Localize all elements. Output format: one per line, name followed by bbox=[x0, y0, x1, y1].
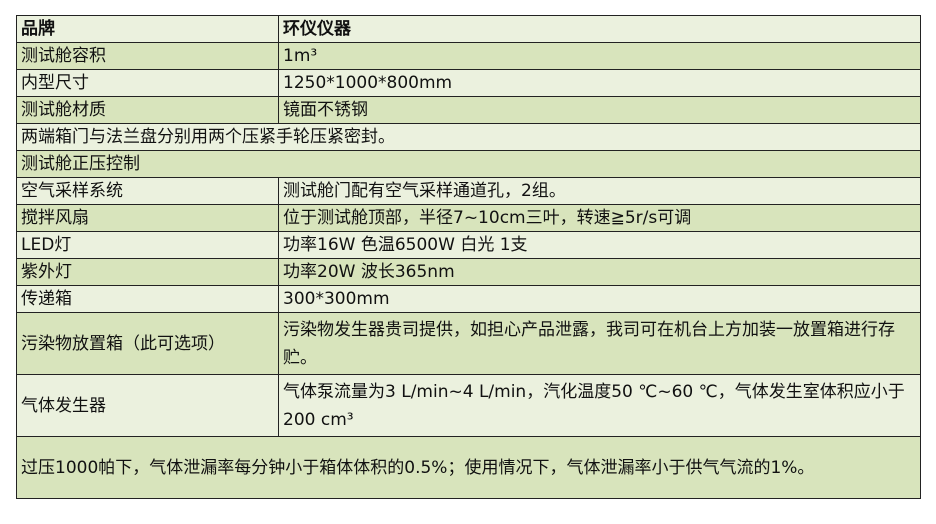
spec-value: 1m³ bbox=[278, 42, 921, 70]
spec-key: 内型尺寸 bbox=[16, 69, 279, 97]
spec-value: 气体泵流量为3 L/min~4 L/min，汽化温度50 ℃~60 ℃，气体发生… bbox=[278, 374, 921, 437]
spec-key: 污染物放置箱（此可选项） bbox=[16, 312, 279, 375]
spec-key: 紫外灯 bbox=[16, 258, 279, 286]
spec-value: 污染物发生器贵司提供，如担心产品泄露，我司可在机台上方加装一放置箱进行存贮。 bbox=[278, 312, 921, 375]
spec-table: 品牌 环仪仪器 测试舱容积 1m³ 内型尺寸 1250*1000*800mm 测试舱材… bbox=[16, 15, 921, 499]
spec-key: 传递箱 bbox=[16, 285, 279, 313]
spec-key: LED灯 bbox=[16, 231, 279, 259]
spec-value: 功率16W 色温6500W 白光 1支 bbox=[278, 231, 921, 259]
spec-value: 测试舱门配有空气采样通道孔，2组。 bbox=[278, 177, 921, 205]
spec-value: 300*300mm bbox=[278, 285, 921, 313]
table-row: 污染物放置箱（此可选项） 污染物发生器贵司提供，如担心产品泄露，我司可在机台上方加… bbox=[16, 312, 921, 375]
table-row: 测试舱正压控制 bbox=[16, 150, 921, 178]
table-row: 气体发生器 气体泵流量为3 L/min~4 L/min，汽化温度50 ℃~60 ℃… bbox=[16, 374, 921, 437]
table-row: 两端箱门与法兰盘分别用两个压紧手轮压紧密封。 bbox=[16, 123, 921, 151]
spec-value: 功率20W 波长365nm bbox=[278, 258, 921, 286]
spec-key: 空气采样系统 bbox=[16, 177, 279, 205]
table-row: 过压1000帕下，气体泄漏率每分钟小于箱体体积的0.5%；使用情况下，气体泄漏率… bbox=[16, 436, 921, 499]
spec-key: 测试舱容积 bbox=[16, 42, 279, 70]
table-row: 空气采样系统 测试舱门配有空气采样通道孔，2组。 bbox=[16, 177, 921, 205]
spec-value: 1250*1000*800mm bbox=[278, 69, 921, 97]
table-row: 内型尺寸 1250*1000*800mm bbox=[16, 69, 921, 97]
spec-key: 测试舱材质 bbox=[16, 96, 279, 124]
table-row: 紫外灯 功率20W 波长365nm bbox=[16, 258, 921, 286]
spec-note: 测试舱正压控制 bbox=[16, 150, 921, 178]
spec-note: 两端箱门与法兰盘分别用两个压紧手轮压紧密封。 bbox=[16, 123, 921, 151]
spec-value: 环仪仪器 bbox=[278, 15, 921, 43]
table-row: 测试舱材质 镜面不锈钢 bbox=[16, 96, 921, 124]
spec-value: 位于测试舱顶部，半径7~10cm三叶，转速≧5r/s可调 bbox=[278, 204, 921, 232]
spec-note: 过压1000帕下，气体泄漏率每分钟小于箱体体积的0.5%；使用情况下，气体泄漏率… bbox=[16, 436, 921, 499]
table-row: 搅拌风扇 位于测试舱顶部，半径7~10cm三叶，转速≧5r/s可调 bbox=[16, 204, 921, 232]
spec-key: 搅拌风扇 bbox=[16, 204, 279, 232]
table-row: 测试舱容积 1m³ bbox=[16, 42, 921, 70]
spec-key: 品牌 bbox=[16, 15, 279, 43]
table-row: LED灯 功率16W 色温6500W 白光 1支 bbox=[16, 231, 921, 259]
spec-key: 气体发生器 bbox=[16, 374, 279, 437]
table-row: 传递箱 300*300mm bbox=[16, 285, 921, 313]
table-row: 品牌 环仪仪器 bbox=[16, 15, 921, 43]
spec-value: 镜面不锈钢 bbox=[278, 96, 921, 124]
